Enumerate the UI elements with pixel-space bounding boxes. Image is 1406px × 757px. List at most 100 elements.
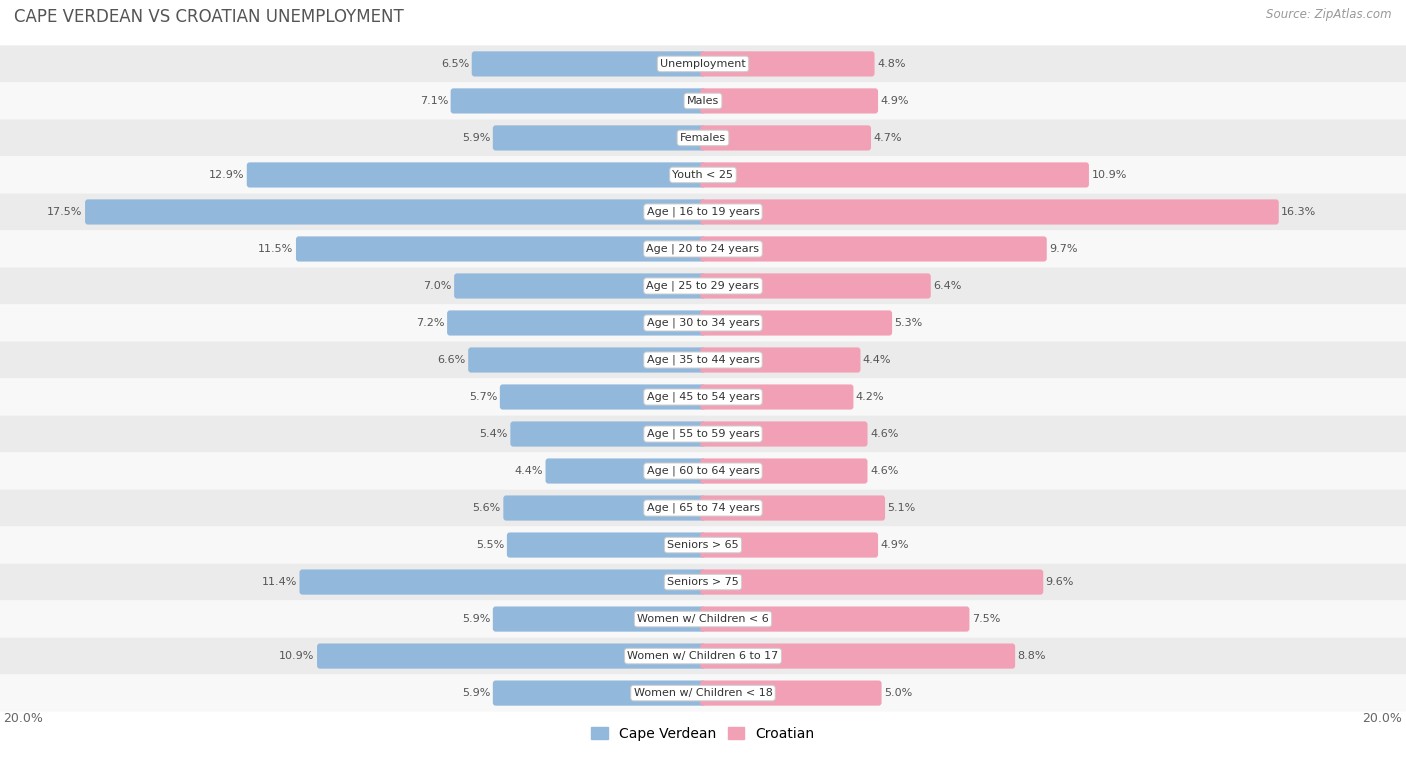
Text: 7.5%: 7.5% [972,614,1000,624]
FancyBboxPatch shape [700,569,1043,595]
FancyBboxPatch shape [451,89,706,114]
FancyBboxPatch shape [471,51,706,76]
FancyBboxPatch shape [700,310,893,335]
FancyBboxPatch shape [0,45,1406,83]
Text: Age | 25 to 29 years: Age | 25 to 29 years [647,281,759,291]
FancyBboxPatch shape [700,162,1090,188]
FancyBboxPatch shape [494,126,706,151]
FancyBboxPatch shape [0,194,1406,230]
Text: 5.1%: 5.1% [887,503,915,513]
FancyBboxPatch shape [0,563,1406,600]
FancyBboxPatch shape [700,199,1279,225]
Text: 5.4%: 5.4% [479,429,508,439]
FancyBboxPatch shape [0,304,1406,341]
Text: 4.4%: 4.4% [863,355,891,365]
Text: Age | 65 to 74 years: Age | 65 to 74 years [647,503,759,513]
FancyBboxPatch shape [0,527,1406,563]
Text: 4.2%: 4.2% [856,392,884,402]
FancyBboxPatch shape [700,51,875,76]
Text: 16.3%: 16.3% [1281,207,1316,217]
FancyBboxPatch shape [0,600,1406,637]
FancyBboxPatch shape [503,495,706,521]
Text: 10.9%: 10.9% [1091,170,1126,180]
FancyBboxPatch shape [700,681,882,706]
Text: 5.5%: 5.5% [477,540,505,550]
Legend: Cape Verdean, Croatian: Cape Verdean, Croatian [586,721,820,746]
Text: Age | 60 to 64 years: Age | 60 to 64 years [647,466,759,476]
Text: 7.2%: 7.2% [416,318,444,328]
Text: Unemployment: Unemployment [661,59,745,69]
Text: 20.0%: 20.0% [1362,712,1402,724]
Text: 11.4%: 11.4% [262,577,297,587]
FancyBboxPatch shape [0,120,1406,157]
Text: 4.4%: 4.4% [515,466,543,476]
FancyBboxPatch shape [0,490,1406,527]
FancyBboxPatch shape [86,199,706,225]
Text: Seniors > 65: Seniors > 65 [668,540,738,550]
Text: 10.9%: 10.9% [280,651,315,661]
Text: 5.7%: 5.7% [470,392,498,402]
FancyBboxPatch shape [700,236,1046,262]
Text: Age | 30 to 34 years: Age | 30 to 34 years [647,318,759,329]
Text: 6.5%: 6.5% [441,59,470,69]
FancyBboxPatch shape [494,681,706,706]
Text: 4.7%: 4.7% [873,133,903,143]
FancyBboxPatch shape [501,385,706,410]
FancyBboxPatch shape [700,126,872,151]
Text: Age | 16 to 19 years: Age | 16 to 19 years [647,207,759,217]
FancyBboxPatch shape [0,341,1406,378]
FancyBboxPatch shape [247,162,706,188]
FancyBboxPatch shape [510,422,706,447]
FancyBboxPatch shape [0,674,1406,712]
FancyBboxPatch shape [0,453,1406,490]
FancyBboxPatch shape [0,83,1406,120]
Text: 5.9%: 5.9% [463,688,491,698]
Text: 11.5%: 11.5% [259,244,294,254]
FancyBboxPatch shape [700,495,886,521]
Text: Women w/ Children < 6: Women w/ Children < 6 [637,614,769,624]
FancyBboxPatch shape [0,637,1406,674]
Text: 4.6%: 4.6% [870,466,898,476]
Text: 4.9%: 4.9% [880,96,910,106]
Text: 5.9%: 5.9% [463,614,491,624]
Text: 6.6%: 6.6% [437,355,465,365]
FancyBboxPatch shape [700,89,877,114]
Text: 5.9%: 5.9% [463,133,491,143]
Text: 4.9%: 4.9% [880,540,910,550]
FancyBboxPatch shape [468,347,706,372]
FancyBboxPatch shape [0,378,1406,416]
FancyBboxPatch shape [700,347,860,372]
Text: 12.9%: 12.9% [209,170,245,180]
Text: Source: ZipAtlas.com: Source: ZipAtlas.com [1267,8,1392,20]
FancyBboxPatch shape [297,236,706,262]
FancyBboxPatch shape [0,267,1406,304]
Text: 5.0%: 5.0% [884,688,912,698]
Text: 4.6%: 4.6% [870,429,898,439]
FancyBboxPatch shape [700,643,1015,668]
Text: Age | 55 to 59 years: Age | 55 to 59 years [647,428,759,439]
FancyBboxPatch shape [700,422,868,447]
Text: 5.3%: 5.3% [894,318,922,328]
FancyBboxPatch shape [700,606,970,631]
Text: Females: Females [681,133,725,143]
Text: Males: Males [688,96,718,106]
Text: 17.5%: 17.5% [48,207,83,217]
FancyBboxPatch shape [700,273,931,298]
Text: Women w/ Children 6 to 17: Women w/ Children 6 to 17 [627,651,779,661]
Text: Age | 35 to 44 years: Age | 35 to 44 years [647,355,759,365]
FancyBboxPatch shape [299,569,706,595]
Text: 20.0%: 20.0% [4,712,44,724]
Text: 6.4%: 6.4% [934,281,962,291]
Text: 5.6%: 5.6% [472,503,501,513]
FancyBboxPatch shape [0,230,1406,267]
FancyBboxPatch shape [508,532,706,558]
Text: 8.8%: 8.8% [1018,651,1046,661]
Text: 9.6%: 9.6% [1046,577,1074,587]
FancyBboxPatch shape [494,606,706,631]
FancyBboxPatch shape [700,385,853,410]
Text: Age | 20 to 24 years: Age | 20 to 24 years [647,244,759,254]
FancyBboxPatch shape [0,416,1406,453]
Text: 4.8%: 4.8% [877,59,905,69]
FancyBboxPatch shape [318,643,706,668]
Text: Youth < 25: Youth < 25 [672,170,734,180]
